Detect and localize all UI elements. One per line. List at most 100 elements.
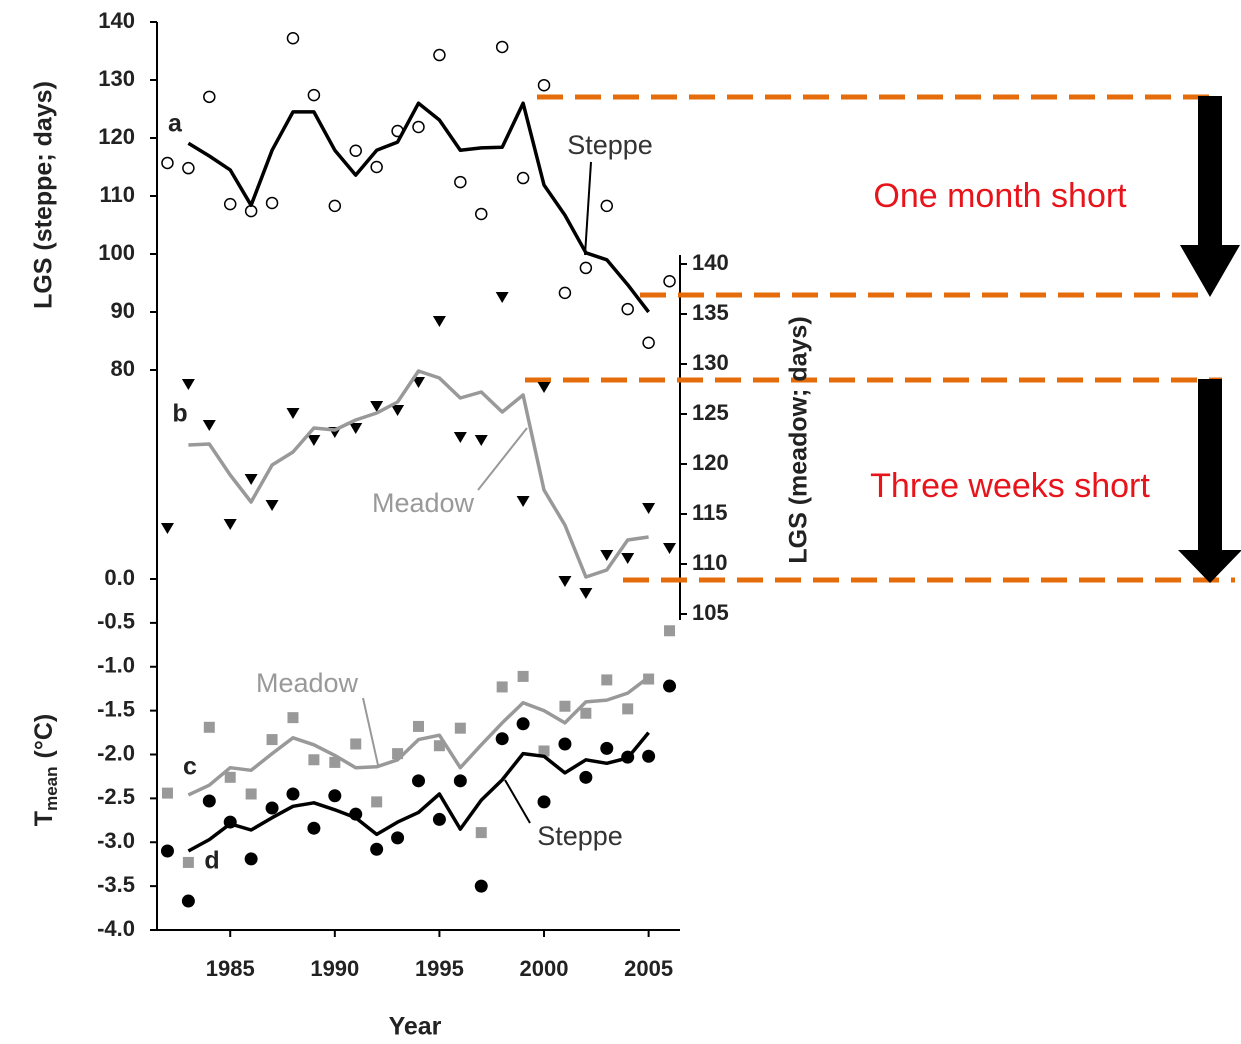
leader-line	[362, 697, 379, 766]
y-tick-label: 80	[111, 356, 135, 381]
point	[516, 496, 530, 507]
point	[202, 794, 216, 808]
y-tick-label: -1.5	[97, 696, 135, 721]
y-tick-label: -1.0	[97, 653, 135, 678]
leader-line	[584, 161, 592, 256]
point	[496, 681, 508, 693]
panel-letter: a	[168, 110, 183, 138]
point	[160, 523, 174, 534]
point	[308, 754, 320, 766]
point	[349, 144, 362, 158]
point	[412, 120, 425, 134]
point	[265, 500, 279, 511]
point	[558, 737, 572, 751]
point	[412, 774, 425, 788]
series-label: Steppe	[537, 821, 623, 851]
leader-line	[504, 779, 531, 824]
point	[181, 379, 195, 390]
point	[161, 156, 174, 170]
series-label: Steppe	[567, 130, 653, 160]
point	[391, 831, 405, 845]
y-tick-label: 105	[692, 600, 729, 625]
point	[370, 842, 384, 856]
y-tick-label: 135	[692, 300, 729, 325]
point	[475, 207, 488, 221]
y-tick-label: -2.0	[97, 740, 135, 765]
point	[580, 707, 592, 719]
point	[558, 286, 572, 300]
point	[663, 679, 677, 693]
point	[307, 88, 321, 102]
y-tick-label: 90	[111, 298, 135, 323]
point	[579, 770, 593, 784]
point	[265, 196, 279, 210]
point	[622, 703, 634, 715]
point	[454, 175, 467, 189]
point	[182, 161, 195, 175]
y-tick-label: -4.0	[97, 916, 135, 941]
point	[412, 377, 425, 388]
point	[349, 423, 363, 434]
point	[203, 721, 215, 733]
y-axis-label: LGS (steppe; days)	[30, 81, 58, 309]
point	[537, 78, 551, 92]
point	[559, 700, 571, 712]
point	[474, 879, 488, 893]
point	[642, 749, 656, 763]
point	[371, 796, 383, 808]
point	[350, 738, 362, 750]
point	[329, 756, 341, 768]
panel-letter: c	[183, 753, 197, 781]
y-tick-label: 120	[692, 450, 729, 475]
panel-letter: b	[172, 400, 187, 428]
point	[538, 745, 550, 757]
x-tick-label: 1995	[415, 956, 464, 981]
leader-line	[477, 427, 528, 491]
point	[642, 336, 655, 349]
point	[642, 503, 656, 514]
point	[495, 292, 509, 303]
point	[244, 204, 258, 218]
y-tick-label: 110	[692, 550, 728, 575]
y-tick-label: 115	[692, 500, 728, 525]
x-axis-label: Year	[389, 1013, 442, 1041]
point	[537, 382, 551, 393]
y-tick-label: 125	[692, 400, 729, 425]
point	[328, 199, 342, 213]
series-line	[187, 675, 650, 797]
y-tick-label: 140	[98, 8, 135, 33]
point	[454, 722, 466, 734]
point	[223, 519, 237, 530]
point	[433, 740, 445, 752]
y-tick-label: 0.0	[104, 565, 135, 590]
point	[600, 199, 614, 213]
point	[203, 90, 216, 104]
series-label: Meadow	[372, 488, 475, 518]
point	[391, 405, 405, 416]
point	[307, 435, 321, 446]
point	[161, 787, 173, 799]
point	[495, 732, 509, 746]
point	[286, 787, 300, 801]
point	[286, 408, 300, 419]
y-tick-label: -0.5	[97, 609, 135, 634]
point	[244, 474, 258, 485]
point	[537, 795, 551, 809]
point	[370, 160, 383, 174]
point	[516, 171, 530, 185]
point	[307, 821, 321, 835]
point	[663, 275, 676, 288]
y-tick-label: 110	[100, 182, 136, 207]
point	[621, 553, 635, 564]
point	[287, 712, 299, 724]
point	[432, 812, 446, 826]
x-tick-label: 2005	[624, 956, 673, 981]
point	[474, 435, 488, 446]
x-tick-label: 1990	[310, 956, 359, 981]
y-axis-label: Tmean (°C)	[30, 714, 62, 826]
point	[392, 748, 404, 760]
arrow	[1178, 379, 1241, 583]
point	[244, 852, 258, 866]
point	[432, 316, 446, 327]
